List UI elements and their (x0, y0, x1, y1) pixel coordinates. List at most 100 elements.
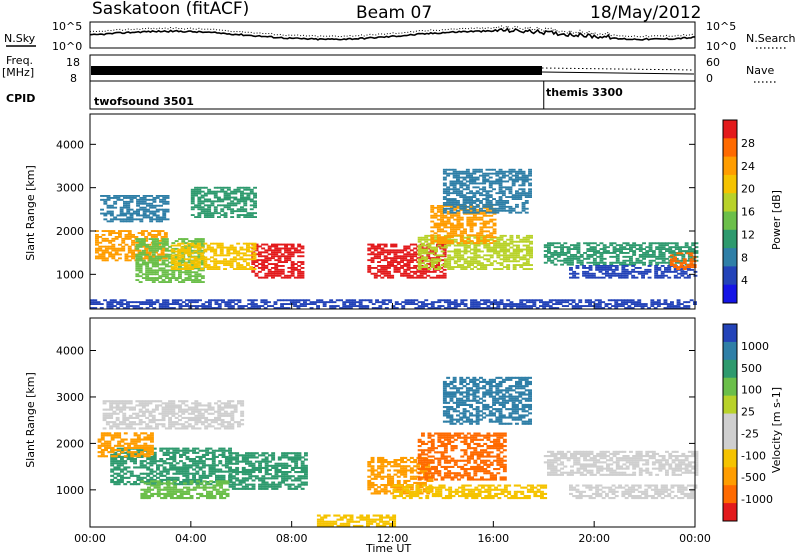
heatmap-cell (165, 453, 170, 456)
heatmap-cell (452, 170, 457, 173)
heatmap-cell (249, 190, 254, 193)
heatmap-cell (294, 477, 299, 480)
heatmap-cell (297, 243, 302, 246)
heatmap-cell (115, 423, 120, 426)
heatmap-cell (443, 224, 448, 227)
heatmap-cell (105, 414, 110, 417)
heatmap-cell (139, 460, 144, 463)
heatmap-cell (596, 263, 601, 266)
heatmap-cell (287, 255, 292, 258)
heatmap-cell (132, 427, 136, 430)
heatmap-cell (165, 447, 170, 450)
heatmap-cell (157, 243, 162, 246)
heatmap-cell (437, 301, 442, 304)
heatmap-cell (287, 475, 292, 478)
heatmap-cell (465, 188, 470, 191)
cpid-mode-themis: themis 3300 (546, 86, 623, 99)
heatmap-cell (370, 247, 375, 250)
heatmap-cell (423, 268, 427, 271)
heatmap-cell (469, 220, 474, 223)
heatmap-cell (686, 301, 691, 304)
heatmap-cell (294, 479, 299, 482)
heatmap-cell (519, 301, 524, 304)
heatmap-cell (609, 252, 614, 254)
heatmap-cell (223, 186, 228, 189)
heatmap-cell (440, 264, 445, 266)
heatmap-cell (199, 495, 204, 498)
heatmap-cell (498, 190, 503, 193)
heatmap-cell (596, 255, 601, 258)
heatmap-cell (188, 460, 193, 463)
heatmap-cell (194, 238, 199, 240)
heatmap-cell (437, 307, 442, 309)
heatmap-cell (297, 475, 302, 478)
heatmap-cell (532, 305, 537, 307)
heatmap-cell (462, 178, 467, 181)
heatmap-cell (521, 188, 526, 191)
heatmap-cell (143, 488, 148, 491)
heatmap-cell (679, 307, 684, 309)
heatmap-cell (173, 480, 178, 483)
heatmap-cell (177, 248, 182, 251)
heatmap-cell (563, 254, 568, 256)
heatmap-cell (528, 174, 532, 177)
heatmap-cell (594, 303, 599, 305)
heatmap-cell (149, 218, 154, 221)
heatmap-cell (460, 303, 465, 305)
heatmap-cell (161, 423, 166, 426)
heatmap-cell (383, 245, 388, 248)
heatmap-cell (104, 257, 109, 260)
heatmap-cell (281, 477, 285, 480)
heatmap-cell (106, 212, 111, 215)
heatmap-cell (545, 301, 550, 304)
heatmap-cell (177, 242, 182, 245)
heatmap-cell (123, 476, 128, 479)
heatmap-cell (602, 252, 607, 254)
heatmap-cell (206, 266, 211, 268)
heatmap-cell (506, 254, 511, 257)
heatmap-cell (663, 301, 668, 304)
heatmap-cell (462, 194, 467, 197)
heatmap-cell (132, 416, 136, 419)
heatmap-cell (103, 200, 108, 203)
heatmap-cell (406, 268, 411, 271)
heatmap-cell (542, 303, 547, 305)
heatmap-cell (240, 194, 244, 197)
heatmap-cell (110, 449, 115, 452)
heatmap-cell (161, 240, 166, 242)
heatmap-cell (210, 202, 215, 205)
heatmap-cell (575, 272, 580, 275)
heatmap-cell (689, 266, 694, 268)
heatmap-cell (185, 472, 190, 475)
heatmap-cell (443, 242, 448, 244)
heatmap-cell (139, 466, 144, 469)
heatmap-cell (198, 462, 203, 465)
heatmap-cell (525, 252, 530, 255)
heatmap-cell (476, 305, 481, 307)
heatmap-cell (495, 170, 500, 173)
heatmap-cell (482, 188, 487, 191)
heatmap-cell (219, 252, 224, 255)
heatmap-cell (201, 460, 206, 463)
heatmap-cell (599, 259, 604, 262)
heatmap-cell (211, 449, 216, 452)
heatmap-cell (417, 266, 422, 268)
heatmap-cell (612, 242, 617, 245)
heatmap-cell (303, 301, 307, 304)
heatmap-cell (436, 243, 440, 246)
heatmap-cell (403, 268, 408, 271)
heatmap-cell (136, 434, 141, 437)
heatmap-cell (249, 208, 254, 211)
heatmap-cell (629, 259, 633, 262)
heatmap-cell (470, 258, 474, 261)
heatmap-cell (200, 210, 205, 213)
colorbar-tick-label: 20 (741, 183, 755, 196)
heatmap-cell (124, 259, 129, 262)
heatmap-cell (200, 246, 205, 249)
heatmap-cell (442, 272, 447, 275)
heatmap-cell (166, 490, 171, 493)
heatmap-cell (248, 487, 253, 490)
heatmap-cell (597, 299, 602, 302)
heatmap-cell (556, 254, 561, 256)
